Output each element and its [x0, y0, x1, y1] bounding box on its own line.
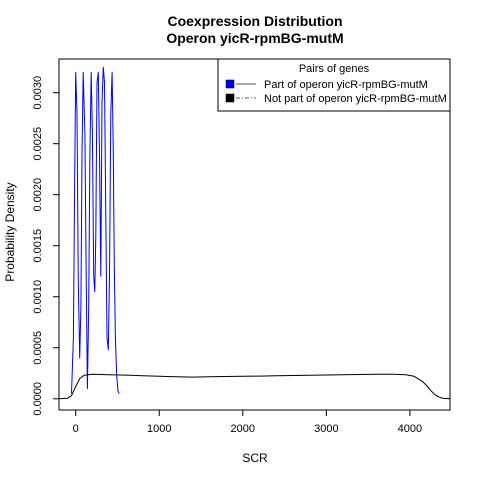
legend-label-part-of-operon: Part of operon yicR-rpmBG-mutM [264, 79, 428, 91]
series-line-part-of-operon [71, 66, 120, 394]
legend: Pairs of genes Part of operon yicR-rpmBG… [217, 58, 451, 112]
x-tick-label: 3000 [314, 423, 338, 435]
chart-title: Coexpression Distribution [167, 13, 342, 29]
x-tick-label: 4000 [398, 423, 422, 435]
legend-title: Pairs of genes [299, 63, 370, 75]
y-tick-label: 0.0030 [32, 76, 44, 110]
x-tick-label: 2000 [231, 423, 255, 435]
plot-frame [58, 58, 451, 411]
y-tick-label: 0.0020 [32, 178, 44, 212]
x-axis-label: SCR [242, 451, 268, 465]
series-line-not-part-of-operon [58, 373, 451, 400]
x-tick-label: 0 [73, 423, 79, 435]
y-tick-label: 0.0025 [32, 127, 44, 161]
y-tick-label: 0.0005 [32, 331, 44, 365]
legend-swatch-part-of-operon [225, 79, 235, 89]
x-axis: 0 1000 2000 3000 4000 [73, 410, 422, 435]
y-tick-label: 0.0000 [32, 382, 44, 416]
series-layer [58, 66, 451, 400]
x-tick-label: 1000 [147, 423, 171, 435]
legend-swatch-not-part-of-operon [225, 93, 235, 103]
y-axis-label: Probability Density [3, 182, 17, 281]
y-axis: 0.0000 0.0005 0.0010 0.0015 0.0020 0.0025 0.00… [32, 76, 59, 416]
y-tick-label: 0.0010 [32, 280, 44, 314]
legend-box [217, 58, 451, 112]
chart-subtitle: Operon yicR-rpmBG-mutM [166, 30, 343, 46]
y-tick-label: 0.0015 [32, 229, 44, 263]
legend-label-not-part-of-operon: Not part of operon yicR-rpmBG-mutM [264, 93, 447, 105]
